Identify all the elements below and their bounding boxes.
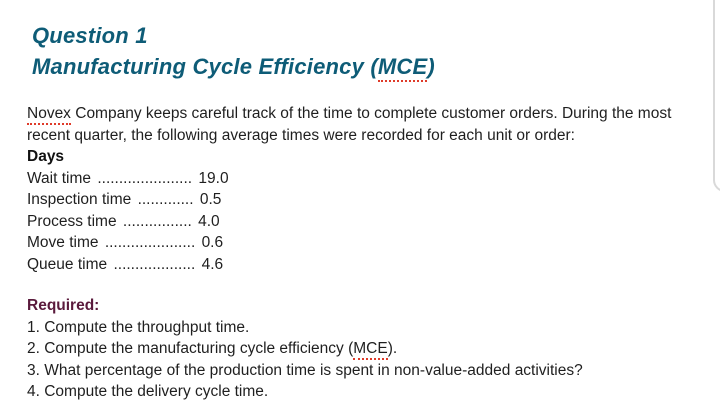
required-item-3: 3. What percentage of the production tim… xyxy=(27,361,583,379)
time-value: 0.5 xyxy=(199,191,222,208)
question-number-heading: Question 1 xyxy=(32,23,148,48)
time-row-process: Process time ................ 4.0 xyxy=(27,211,690,233)
time-row-wait: Wait time ...................... 19.0 xyxy=(27,168,690,190)
time-row-queue: Queue time ................... 4.6 xyxy=(27,254,690,276)
time-label: Move time xyxy=(27,234,99,251)
time-value: 0.6 xyxy=(201,234,224,251)
company-name: Novex xyxy=(27,105,71,125)
required-item-2: 2. Compute the manufacturing cycle effic… xyxy=(27,338,690,360)
time-value: 19.0 xyxy=(198,169,229,187)
days-column-label: Days xyxy=(27,148,65,165)
required-item-1: 1. Compute the throughput time. xyxy=(27,318,250,336)
required-section: Required: 1. Compute the throughput time… xyxy=(27,295,690,403)
time-row-inspection: Inspection time ............. 0.5 xyxy=(27,189,690,211)
dot-leader: ................ xyxy=(122,212,192,230)
dot-leader: ...................... xyxy=(97,169,193,187)
title-mce-abbreviation: MCE xyxy=(377,54,428,82)
required-item-2-prefix: 2. Compute the manufacturing cycle effic… xyxy=(27,340,354,357)
title-block: Question 1 Manufacturing Cycle Efficienc… xyxy=(27,20,690,82)
title-text-prefix: Manufacturing Cycle Efficiency ( xyxy=(32,54,378,79)
title-text-suffix: ) xyxy=(427,54,435,79)
required-heading: Required: xyxy=(27,297,100,314)
times-list: Wait time ...................... 19.0 In… xyxy=(27,168,690,276)
intro-paragraph: Novex Company keeps careful track of the… xyxy=(27,103,672,146)
dot-leader: ............. xyxy=(137,191,194,208)
side-panel-edge xyxy=(713,0,720,192)
dot-leader: ................... xyxy=(113,255,196,273)
time-value: 4.0 xyxy=(198,212,220,230)
question-title-heading: Manufacturing Cycle Efficiency (MCE) xyxy=(32,51,690,82)
time-label: Inspection time xyxy=(27,191,132,208)
time-label: Wait time xyxy=(27,169,92,187)
dot-leader: ..................... xyxy=(104,234,196,251)
time-label: Queue time xyxy=(27,255,108,273)
document-content: Question 1 Manufacturing Cycle Efficienc… xyxy=(27,20,690,403)
time-value: 4.6 xyxy=(201,255,224,273)
time-row-move: Move time ..................... 0.6 xyxy=(27,232,690,254)
time-label: Process time xyxy=(27,212,117,230)
required-item-2-mce: MCE xyxy=(353,340,388,360)
required-item-2-suffix: ). xyxy=(387,340,398,357)
required-item-4: 4. Compute the delivery cycle time. xyxy=(27,383,269,400)
intro-text: Company keeps careful track of the time … xyxy=(27,105,672,144)
